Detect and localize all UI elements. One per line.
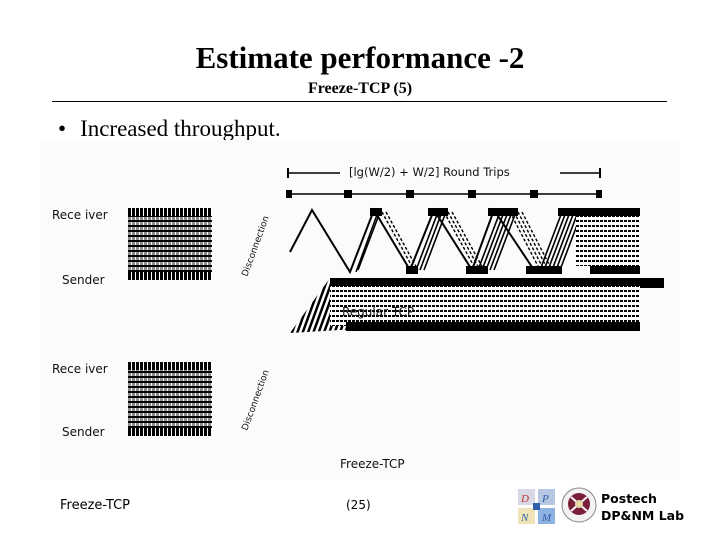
round-trips-annotation	[286, 168, 664, 333]
freeze-tcp-pre-disconnect-block	[128, 362, 212, 436]
sender-label-regular: Sender	[62, 273, 105, 287]
bullet-text: Increased throughput.	[80, 116, 281, 141]
tcp-comparison-diagram: Rece iver Sender Disconnection Regular T…	[40, 140, 680, 480]
svg-text:P: P	[541, 493, 549, 505]
caption-regular-tcp: Regular TCP	[342, 305, 415, 319]
lab-name: DP&NM Lab	[601, 508, 685, 523]
footer-topic: Freeze-TCP	[60, 498, 131, 513]
sender-label-freeze: Sender	[62, 425, 105, 439]
bullet-dot-icon: •	[58, 116, 67, 141]
svg-text:D: D	[520, 493, 529, 505]
regular-tcp-pre-disconnect-block	[128, 208, 212, 280]
caption-freeze-tcp: Freeze-TCP	[340, 457, 405, 471]
svg-text:N: N	[520, 512, 529, 524]
dpnm-logo-icon: D P N M	[518, 489, 555, 524]
bullet-item: • Increased throughput.	[58, 116, 281, 142]
round-trips-label: [lg(W/2) + W/2] Round Trips	[346, 165, 513, 179]
svg-text:M: M	[541, 512, 552, 524]
receiver-label-regular: Rece iver	[52, 208, 108, 222]
slide-subtitle: Freeze-TCP (5)	[307, 80, 413, 97]
org-name: Postech	[601, 491, 657, 506]
postech-seal-icon	[561, 487, 597, 523]
page-number: (25)	[346, 498, 371, 512]
receiver-label-freeze: Rece iver	[52, 362, 108, 376]
footer-organization: Postech DP&NM Lab	[601, 490, 684, 524]
slide-title: Estimate performance -2	[195, 40, 525, 75]
title-divider	[52, 101, 667, 102]
